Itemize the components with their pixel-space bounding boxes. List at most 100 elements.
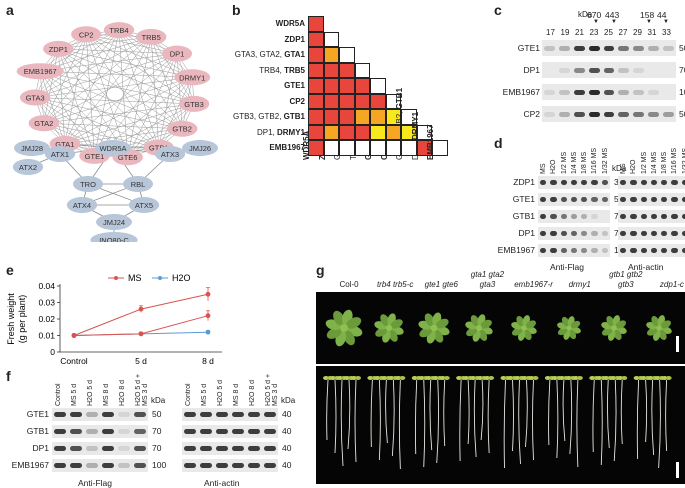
blot-band <box>602 248 608 253</box>
lane-label: 1/2 MS <box>561 140 568 174</box>
blot-band <box>559 90 570 95</box>
network-node-zdp1: ZDP1 <box>43 41 73 57</box>
blot-band <box>559 112 570 117</box>
blot-band <box>671 231 677 236</box>
marker-arrow: ▼ <box>593 19 599 25</box>
blot-band <box>641 231 647 236</box>
blot-band <box>70 429 82 434</box>
matrix-cell <box>401 140 417 156</box>
network-node-atx4: ATX4 <box>67 197 97 213</box>
lane-label: MS 8 d <box>103 372 110 406</box>
blot-band <box>86 412 98 417</box>
marker-arrow: ▼ <box>646 19 652 25</box>
blot-band <box>630 197 636 202</box>
matrix-row-label: EMB1967 <box>269 143 305 152</box>
matrix-cell <box>386 140 402 156</box>
blot-band <box>630 214 636 219</box>
blot-band <box>102 429 114 434</box>
matrix-cell <box>355 78 371 94</box>
blot-band <box>540 197 546 202</box>
matrix-row-label: GTB3, GTB2, GTB1 <box>233 112 305 121</box>
matrix-cell <box>370 78 386 94</box>
svg-text:JMJ28: JMJ28 <box>21 144 43 153</box>
lane-label: H2O <box>550 140 557 174</box>
blot-band <box>571 248 577 253</box>
network-node-jmj24: JMJ24 <box>96 214 132 230</box>
blot-band <box>200 412 212 417</box>
matrix-cell <box>339 125 355 141</box>
matrix-cell <box>339 47 355 63</box>
svg-text:GTA3: GTA3 <box>26 94 45 103</box>
blot-band <box>671 197 677 202</box>
blot-band <box>648 112 659 117</box>
blot-band <box>216 446 228 451</box>
matrix-cell <box>324 140 340 156</box>
svg-text:GTA2: GTA2 <box>34 119 53 128</box>
blot-band <box>54 412 66 417</box>
blot-band <box>661 180 667 185</box>
blot-band <box>184 429 196 434</box>
blot-band <box>589 46 600 51</box>
y-tick-label: 0.02 <box>38 314 55 324</box>
blot-lane <box>52 408 148 421</box>
blot-band <box>134 446 146 451</box>
mw-label: 40 <box>282 426 291 436</box>
matrix-cell <box>308 94 324 110</box>
marker-arrow: ▼ <box>663 19 669 25</box>
lane-label: H2O 5 d <box>87 372 94 406</box>
matrix-cell <box>355 109 371 125</box>
blot-lane <box>538 210 610 223</box>
blot-band <box>581 231 587 236</box>
matrix-row-label: DP1, DRMY1 <box>257 128 305 137</box>
matrix-cell <box>308 125 324 141</box>
svg-text:INO80-C: INO80-C <box>99 236 129 242</box>
lane-label: MS <box>540 140 547 174</box>
blot-band <box>661 248 667 253</box>
blot-band <box>561 197 567 202</box>
blot-band <box>561 214 567 219</box>
blot-band <box>264 429 276 434</box>
blot-lane <box>542 84 676 100</box>
x-tick-label: Control <box>60 356 88 366</box>
blot-band <box>86 429 98 434</box>
legend-label: H2O <box>172 273 191 283</box>
blot-row-label: DP1 <box>518 228 535 238</box>
blot-band <box>620 248 626 253</box>
blot-band <box>232 429 244 434</box>
lane-label: 1/32 MS <box>602 140 609 174</box>
blot-band <box>540 214 546 219</box>
blot-band <box>602 231 608 236</box>
fraction-number: 29 <box>633 28 642 37</box>
blot-band <box>200 429 212 434</box>
blot-band <box>591 214 597 219</box>
matrix-cell <box>324 109 340 125</box>
mw-label: 100 <box>152 460 166 470</box>
blot-band <box>633 90 644 95</box>
blot-band <box>54 429 66 434</box>
blot-band <box>663 112 674 117</box>
matrix-cell <box>355 63 371 79</box>
blot-band <box>641 214 647 219</box>
svg-text:ATX2: ATX2 <box>19 163 37 172</box>
matrix-row-label: ZDP1 <box>285 35 305 44</box>
blot-band <box>651 180 657 185</box>
blot-band <box>118 463 130 468</box>
matrix-cell <box>308 32 324 48</box>
blot-band <box>102 463 114 468</box>
blot-lane <box>542 106 676 122</box>
blot-band <box>620 197 626 202</box>
network-node-emb1967: EMB1967 <box>17 63 64 79</box>
blot-band <box>581 214 587 219</box>
lane-label: H2O <box>630 140 637 174</box>
blot-band <box>540 180 546 185</box>
blot-band <box>184 446 196 451</box>
blot-lane <box>542 62 676 78</box>
svg-text:CP2: CP2 <box>79 30 94 39</box>
svg-text:EMB1967: EMB1967 <box>24 67 57 76</box>
blot-row-label: GTB1 <box>27 426 49 436</box>
blot-band <box>544 90 555 95</box>
blot-lane <box>538 244 610 257</box>
network-node-dp1: DP1 <box>162 46 192 62</box>
blot-band <box>54 446 66 451</box>
blot-band <box>663 46 674 51</box>
